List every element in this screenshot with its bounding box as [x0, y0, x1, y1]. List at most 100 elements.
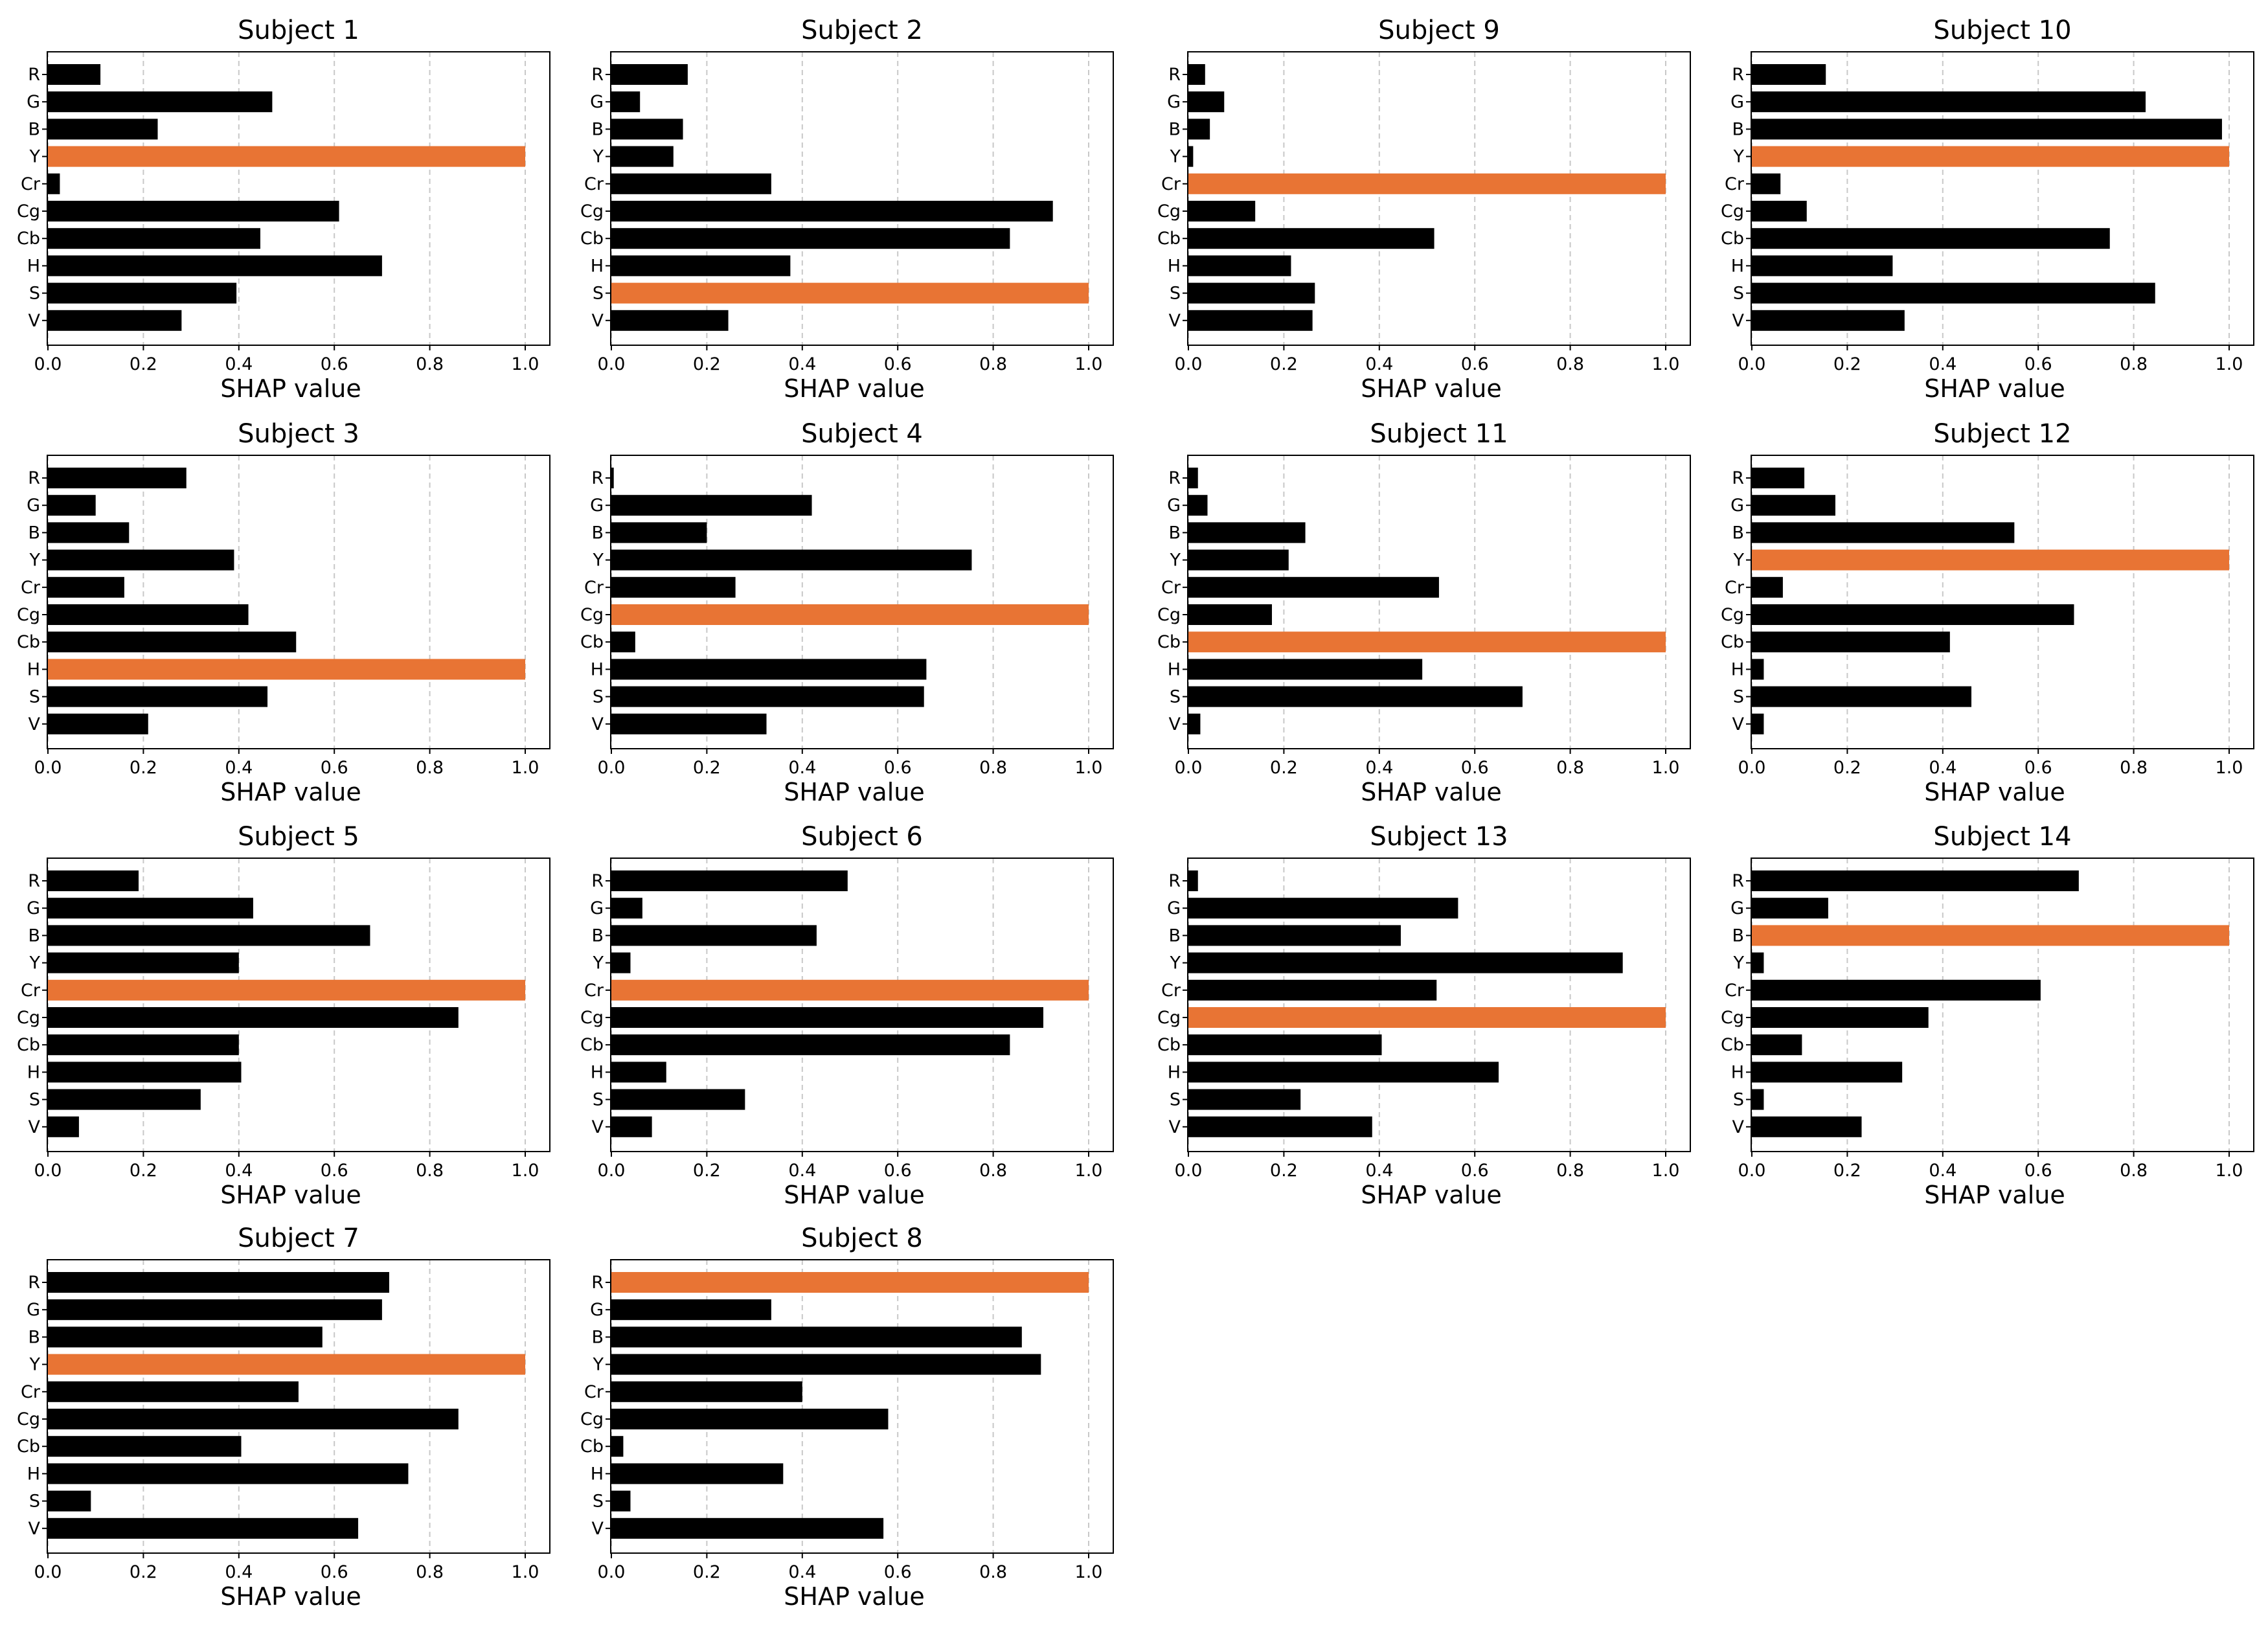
y-tick-label: R — [591, 468, 604, 488]
y-tick-label: Cg — [580, 1008, 604, 1028]
bar — [1752, 119, 2222, 140]
bar — [611, 255, 791, 277]
bar — [48, 282, 237, 304]
y-tick-label: V — [28, 1519, 41, 1539]
bar — [48, 310, 182, 331]
bar — [1188, 310, 1313, 331]
x-tick-label: 0.0 — [34, 1161, 62, 1181]
y-tick-label: H — [1168, 659, 1181, 679]
bar-highlight — [48, 659, 525, 680]
bar — [48, 952, 239, 973]
y-tick-label: B — [591, 1327, 604, 1347]
bar — [611, 952, 631, 973]
y-tick-label: Cr — [21, 578, 41, 598]
y-tick-label: G — [27, 92, 40, 112]
bar — [611, 1062, 666, 1083]
bar — [48, 1381, 299, 1402]
bar — [611, 1299, 771, 1321]
x-tick-label: 0.2 — [1833, 758, 1861, 778]
bar — [48, 255, 382, 277]
x-tick-label: 1.0 — [1652, 758, 1680, 778]
bar — [48, 604, 249, 625]
y-tick-label: S — [1733, 687, 1744, 707]
bar-highlight — [611, 1272, 1089, 1293]
x-tick-label: 0.6 — [321, 354, 348, 374]
x-tick-label: 1.0 — [1075, 354, 1103, 374]
y-tick-label: V — [1169, 1117, 1181, 1137]
y-tick-label: H — [27, 1464, 40, 1484]
x-tick-label: 0.4 — [1929, 354, 1956, 374]
bar — [611, 522, 707, 543]
x-tick-label: 0.6 — [1461, 1161, 1489, 1181]
x-tick-label: 0.0 — [598, 354, 626, 374]
y-tick-label: Y — [1170, 551, 1181, 571]
bar — [611, 686, 924, 707]
x-tick-label: 0.4 — [225, 1161, 253, 1181]
bar — [48, 468, 187, 488]
bar — [1188, 119, 1210, 140]
axes-frame — [1187, 858, 1691, 1152]
y-tick-label: V — [592, 1519, 604, 1539]
bar — [1188, 686, 1523, 707]
y-tick-label: S — [1733, 1090, 1744, 1110]
bar — [611, 228, 1010, 249]
x-axis-label: SHAP value — [1361, 778, 1501, 806]
bar — [611, 173, 771, 194]
y-tick-label: R — [28, 65, 40, 85]
y-tick-label: V — [1732, 311, 1745, 331]
bar — [611, 1517, 884, 1539]
x-tick-label: 0.8 — [2120, 1161, 2148, 1181]
bar — [48, 1517, 359, 1539]
bar — [48, 925, 370, 946]
bar — [611, 576, 736, 598]
y-tick-label: Cb — [580, 1437, 604, 1457]
bar — [48, 1089, 201, 1110]
bar — [1188, 898, 1458, 919]
bar — [611, 870, 848, 891]
y-tick-label: V — [592, 1117, 604, 1137]
bar — [1752, 659, 1764, 680]
y-tick-label: G — [27, 898, 40, 918]
subplot-title: Subject 11 — [1370, 419, 1508, 449]
bar — [48, 91, 273, 113]
bar — [1752, 522, 2015, 543]
y-tick-label: Cg — [17, 201, 40, 222]
x-axis-label: SHAP value — [784, 1582, 924, 1611]
y-tick-label: S — [29, 1492, 40, 1512]
bar — [1188, 468, 1198, 488]
bar — [611, 1381, 802, 1402]
y-tick-label: R — [591, 871, 604, 891]
bar — [1752, 495, 1835, 516]
axes-frame — [610, 858, 1114, 1152]
y-tick-label: Cr — [1725, 578, 1745, 598]
bar — [1188, 64, 1205, 85]
y-tick-label: H — [1168, 1062, 1181, 1082]
x-tick-label: 0.4 — [1365, 1161, 1393, 1181]
x-tick-label: 0.0 — [34, 354, 62, 374]
bar — [1188, 925, 1401, 946]
bar — [1752, 1007, 1929, 1028]
bar — [1752, 64, 1826, 85]
bar — [1188, 952, 1623, 973]
bar — [48, 1272, 389, 1293]
x-tick-label: 0.0 — [1738, 1161, 1766, 1181]
bar — [611, 659, 927, 680]
subplot-title: Subject 12 — [1933, 419, 2071, 449]
y-tick-label: Y — [1170, 147, 1181, 167]
bar — [48, 173, 60, 194]
y-tick-label: G — [1167, 92, 1181, 112]
bar — [1188, 659, 1423, 680]
x-tick-label: 0.8 — [979, 1161, 1007, 1181]
x-tick-label: 0.6 — [884, 1562, 912, 1582]
y-tick-label: B — [1732, 523, 1744, 543]
x-tick-label: 0.4 — [1365, 758, 1393, 778]
bar — [611, 925, 817, 946]
x-tick-label: 1.0 — [512, 1562, 539, 1582]
bar-highlight — [48, 146, 525, 167]
x-tick-label: 0.2 — [693, 1161, 721, 1181]
bar — [1188, 1089, 1301, 1110]
